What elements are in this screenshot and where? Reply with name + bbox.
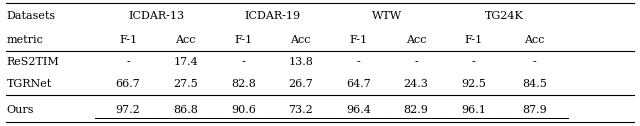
Text: F-1: F-1 (119, 35, 137, 45)
Text: 96.4: 96.4 (346, 105, 371, 115)
Text: 84.5: 84.5 (522, 79, 547, 89)
Text: -: - (532, 57, 536, 67)
Text: Acc: Acc (406, 35, 426, 45)
Text: F-1: F-1 (465, 35, 483, 45)
Text: -: - (241, 57, 245, 67)
Text: 13.8: 13.8 (289, 57, 313, 67)
Text: TG24K: TG24K (484, 11, 524, 21)
Text: 82.9: 82.9 (404, 105, 428, 115)
Text: Acc: Acc (175, 35, 196, 45)
Text: -: - (356, 57, 360, 67)
Text: Acc: Acc (291, 35, 311, 45)
Text: -: - (126, 57, 130, 67)
Text: 96.1: 96.1 (461, 105, 486, 115)
Text: 92.5: 92.5 (461, 79, 486, 89)
Text: 97.2: 97.2 (116, 105, 140, 115)
Text: 27.5: 27.5 (173, 79, 198, 89)
Text: -: - (472, 57, 476, 67)
Text: Acc: Acc (524, 35, 545, 45)
Text: 26.7: 26.7 (289, 79, 313, 89)
Text: 73.2: 73.2 (289, 105, 313, 115)
Text: 86.8: 86.8 (173, 105, 198, 115)
Text: F-1: F-1 (349, 35, 367, 45)
Text: F-1: F-1 (234, 35, 252, 45)
Text: ICDAR-13: ICDAR-13 (129, 11, 185, 21)
Text: metric: metric (6, 35, 44, 45)
Text: ICDAR-19: ICDAR-19 (244, 11, 300, 21)
Text: 90.6: 90.6 (231, 105, 255, 115)
Text: ReS2TIM: ReS2TIM (6, 57, 59, 67)
Text: 17.4: 17.4 (173, 57, 198, 67)
Text: Datasets: Datasets (6, 11, 56, 21)
Text: Ours: Ours (6, 105, 34, 115)
Text: WTW: WTW (372, 11, 403, 21)
Text: TGRNet: TGRNet (6, 79, 52, 89)
Text: 64.7: 64.7 (346, 79, 371, 89)
Text: -: - (414, 57, 418, 67)
Text: 24.3: 24.3 (404, 79, 428, 89)
Text: 87.9: 87.9 (522, 105, 547, 115)
Text: 66.7: 66.7 (116, 79, 140, 89)
Text: 82.8: 82.8 (231, 79, 255, 89)
